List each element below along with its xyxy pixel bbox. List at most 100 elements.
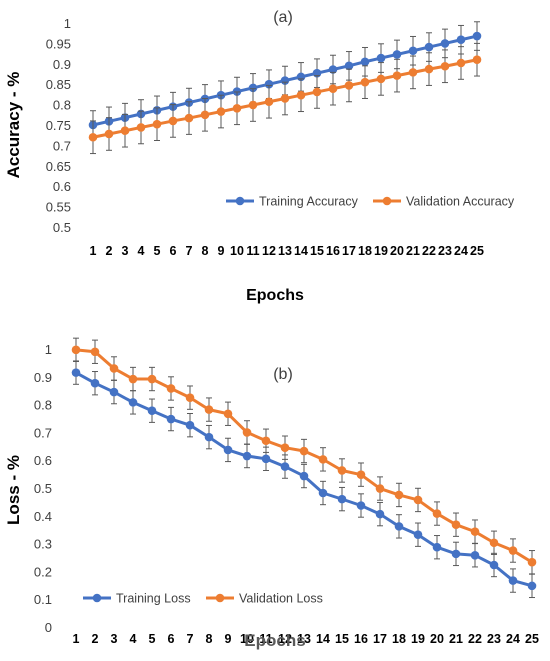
chart-title: (a) bbox=[273, 9, 293, 26]
x-tick-label: 13 bbox=[297, 632, 311, 646]
x-tick-label: 4 bbox=[130, 632, 137, 646]
data-point bbox=[204, 405, 214, 414]
data-point bbox=[136, 123, 146, 132]
x-tick-label: 10 bbox=[230, 244, 244, 258]
x-tick-label: 9 bbox=[225, 632, 232, 646]
y-tick-label: 0.65 bbox=[46, 159, 71, 174]
x-tick-label: 11 bbox=[259, 632, 272, 646]
data-point bbox=[147, 374, 157, 384]
data-point bbox=[296, 90, 306, 100]
y-tick-label: 0.9 bbox=[34, 370, 52, 385]
data-point bbox=[71, 368, 81, 377]
data-point bbox=[312, 87, 322, 97]
data-point bbox=[337, 466, 347, 475]
data-point bbox=[185, 420, 195, 430]
data-point bbox=[360, 77, 370, 87]
y-tick-label: 0.55 bbox=[46, 200, 71, 215]
chart-loss: (b)00.10.20.30.40.50.60.70.80.911 2 3 4 5 6 7 8… bbox=[4, 337, 539, 650]
data-point bbox=[337, 494, 347, 504]
data-point bbox=[375, 484, 385, 493]
legend-marker bbox=[382, 196, 392, 206]
data-point bbox=[216, 107, 226, 116]
data-point bbox=[472, 31, 482, 41]
legend-label: Training Accuracy bbox=[259, 195, 359, 209]
x-tick-label: 15 bbox=[310, 244, 324, 258]
data-point bbox=[261, 454, 271, 464]
data-point bbox=[166, 384, 176, 393]
legend-label: Training Loss bbox=[116, 592, 191, 606]
series-validation bbox=[71, 337, 537, 575]
x-tick-label: 8 bbox=[206, 632, 213, 646]
y-tick-label: 0.6 bbox=[53, 179, 71, 194]
data-point bbox=[451, 549, 461, 559]
data-point bbox=[128, 398, 138, 407]
x-tick-label: 23 bbox=[487, 632, 501, 646]
y-tick-label: 1 bbox=[45, 342, 52, 357]
data-point bbox=[394, 522, 404, 531]
data-point bbox=[90, 347, 100, 357]
series-training bbox=[88, 21, 482, 140]
x-tick-label: 21 bbox=[449, 632, 463, 646]
y-tick-label: 0.95 bbox=[46, 36, 71, 51]
data-point bbox=[120, 126, 130, 136]
data-point bbox=[456, 35, 466, 45]
data-point bbox=[166, 414, 176, 424]
data-point bbox=[248, 100, 258, 110]
y-tick-label: 0.7 bbox=[53, 138, 71, 153]
data-point bbox=[264, 79, 274, 89]
y-tick-label: 0.2 bbox=[34, 564, 52, 579]
data-point bbox=[318, 455, 328, 464]
legend-marker bbox=[235, 196, 245, 206]
data-point bbox=[360, 57, 370, 67]
y-tick-label: 0.6 bbox=[34, 453, 52, 468]
x-tick-label: 12 bbox=[278, 632, 292, 646]
legend-entry: Training Accuracy bbox=[226, 195, 359, 209]
x-tick-label: 22 bbox=[468, 632, 482, 646]
x-tick-label: 12 bbox=[262, 244, 276, 258]
data-point bbox=[394, 490, 404, 500]
data-point bbox=[200, 110, 210, 120]
x-tick-label: 9 bbox=[218, 244, 225, 258]
x-axis-label: Epochs bbox=[246, 287, 304, 304]
y-tick-label: 0.3 bbox=[34, 537, 52, 552]
series-validation bbox=[88, 42, 482, 155]
data-point bbox=[508, 576, 518, 585]
data-point bbox=[104, 129, 114, 139]
data-point bbox=[328, 65, 338, 74]
data-point bbox=[242, 451, 252, 461]
data-point bbox=[344, 61, 354, 71]
data-point bbox=[280, 94, 290, 103]
x-tick-label: 7 bbox=[186, 244, 193, 258]
x-tick-label: 13 bbox=[278, 244, 292, 258]
x-tick-label: 17 bbox=[373, 632, 387, 646]
data-point bbox=[128, 374, 138, 384]
legend-entry: Validation Loss bbox=[206, 592, 323, 606]
x-tick-label: 21 bbox=[406, 244, 420, 258]
y-axis-label: Loss - % bbox=[4, 455, 23, 525]
y-tick-label: 0.7 bbox=[34, 425, 52, 440]
x-tick-label: 10 bbox=[240, 632, 254, 646]
x-tick-label: 19 bbox=[411, 632, 425, 646]
data-point bbox=[168, 116, 178, 126]
data-point bbox=[71, 345, 81, 355]
y-tick-label: 1 bbox=[64, 16, 71, 31]
x-tick-label: 7 bbox=[187, 632, 194, 646]
x-tick-label: 18 bbox=[358, 244, 372, 258]
data-point bbox=[472, 55, 482, 65]
series-training bbox=[71, 360, 537, 599]
x-tick-label: 2 bbox=[106, 244, 113, 258]
data-point bbox=[264, 97, 274, 107]
data-point bbox=[109, 387, 119, 397]
data-point bbox=[223, 445, 233, 455]
data-point bbox=[280, 76, 290, 85]
data-point bbox=[242, 428, 252, 437]
x-tick-label: 22 bbox=[422, 244, 436, 258]
data-point bbox=[232, 103, 242, 113]
y-tick-label: 0.9 bbox=[53, 57, 71, 72]
data-point bbox=[328, 84, 338, 93]
x-tick-label: 11 bbox=[246, 244, 259, 258]
y-tick-label: 0.8 bbox=[34, 398, 52, 413]
data-point bbox=[376, 53, 386, 63]
data-point bbox=[527, 581, 537, 591]
data-point bbox=[451, 520, 461, 529]
